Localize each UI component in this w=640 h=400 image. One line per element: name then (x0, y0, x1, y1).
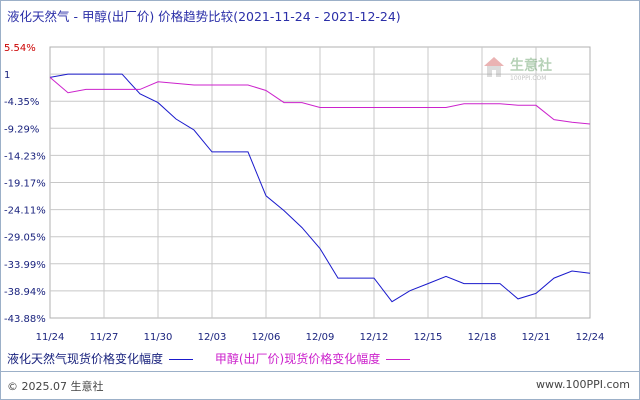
y-tick-label: 5.54% (4, 43, 36, 54)
legend-swatch-lng (169, 359, 194, 360)
legend-item-lng: 液化天然气现货价格变化幅度 (7, 350, 194, 367)
legend-label-lng: 液化天然气现货价格变化幅度 (7, 352, 164, 366)
y-tick-label: -24.11% (4, 206, 46, 217)
y-tick-label: -4.35% (4, 97, 39, 108)
series-line-lng (49, 73, 591, 303)
x-tick-label: 11/30 (144, 332, 173, 343)
footer-divider (1, 371, 639, 372)
series-line-methanol (49, 77, 591, 125)
legend-label-methanol: 甲醇(出厂价)现货价格变化幅度 (214, 352, 381, 366)
watermark-name: 生意社 (510, 57, 552, 74)
chart-title: 液化天然气 - 甲醇(出厂价) 价格趋势比较(2021-11-24 - 2021… (7, 6, 401, 25)
y-tick-label: -14.23% (4, 151, 46, 162)
y-tick-label: 1 (4, 70, 10, 81)
x-axis-ticks: 11/24 11/27 11/30 12/03 12/06 12/09 12/12 12/15… (36, 332, 605, 343)
chart-title-range: (2021-11-24 - 2021-12-24) (233, 9, 401, 24)
y-tick-label: -19.17% (4, 179, 46, 190)
legend: 液化天然气现货价格变化幅度 甲醇(出厂价)现货价格变化幅度 (7, 350, 428, 367)
x-tick-label: 12/15 (414, 332, 443, 343)
y-axis-ticks: 5.54% 1 -4.35% -9.29% -14.23% -19.17% -24.11% -… (4, 43, 46, 325)
x-tick-label: 12/06 (252, 332, 281, 343)
x-tick-label: 11/27 (90, 332, 119, 343)
y-tick-label: -38.94% (4, 287, 46, 298)
legend-swatch-methanol (386, 359, 411, 360)
footer-copyright: © 2025.07 生意社 (7, 380, 104, 393)
x-tick-label: 12/18 (468, 332, 497, 343)
x-tick-label: 12/12 (360, 332, 389, 343)
y-tick-label: -29.05% (4, 233, 46, 244)
grid (49, 46, 591, 319)
legend-item-methanol: 甲醇(出厂价)现货价格变化幅度 (214, 350, 411, 367)
chart-title-main: 液化天然气 - 甲醇(出厂价) 价格趋势比较 (7, 9, 234, 24)
x-tick-label: 12/21 (522, 332, 551, 343)
y-tick-label: -43.88% (4, 314, 46, 325)
y-tick-label: -9.29% (4, 124, 39, 135)
footer-site-link[interactable]: www.100PPI.com (536, 378, 630, 391)
house-icon (484, 57, 504, 77)
watermark-url: 100PPI.COM (510, 75, 546, 82)
x-tick-label: 11/24 (36, 332, 65, 343)
watermark-logo: 生意社 100PPI.COM (484, 57, 552, 82)
y-tick-label: -33.99% (4, 260, 46, 271)
x-tick-label: 12/24 (576, 332, 605, 343)
x-tick-label: 12/09 (306, 332, 335, 343)
series-lines (49, 73, 591, 303)
x-tick-label: 12/03 (198, 332, 227, 343)
